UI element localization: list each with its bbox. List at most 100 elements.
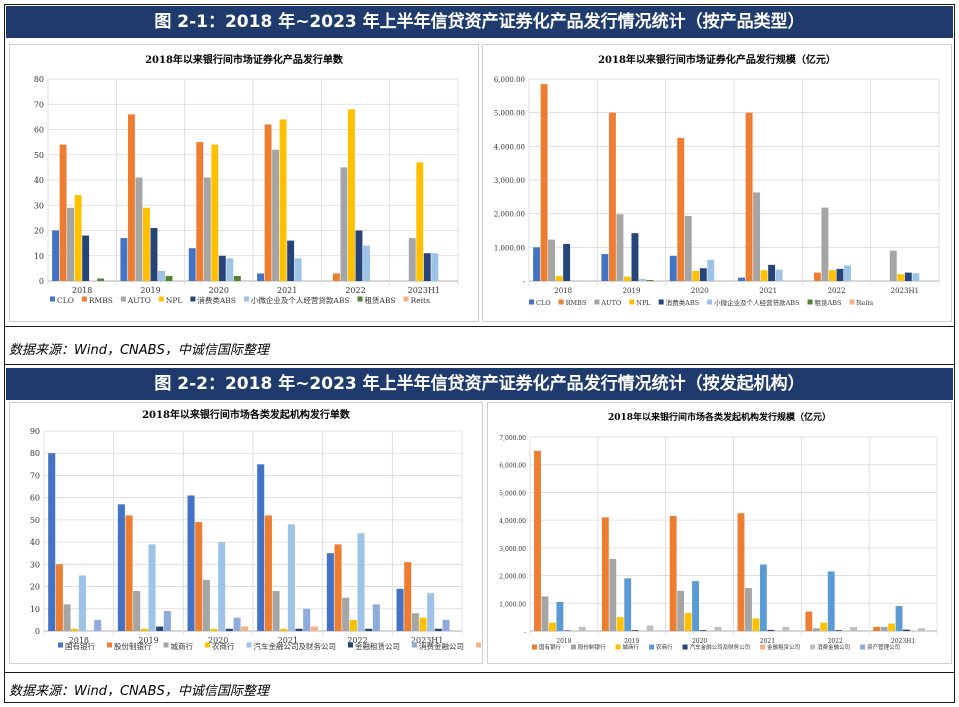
bar xyxy=(326,553,334,631)
legend-label: 金融租赁公司 xyxy=(767,643,800,651)
bar xyxy=(226,258,234,281)
legend-swatch xyxy=(58,642,63,648)
legend-swatch xyxy=(50,296,55,302)
bar xyxy=(287,240,295,281)
x-tick-label: 2021 xyxy=(760,638,775,645)
chart-title: 2018年以来银行间市场各类发起机构发行单数 xyxy=(142,408,351,421)
divider xyxy=(5,326,954,327)
legend-label: 消费金融公司 xyxy=(817,643,850,651)
bar xyxy=(738,277,746,281)
bar xyxy=(775,269,783,281)
bar xyxy=(646,625,654,631)
bar xyxy=(548,622,556,631)
legend-label: Reits xyxy=(856,299,873,307)
bar xyxy=(408,238,416,281)
bar xyxy=(150,227,158,281)
x-tick-label: 2022 xyxy=(828,638,843,645)
legend-label: 股份制银行 xyxy=(578,643,606,651)
bar xyxy=(880,626,888,631)
y-tick-label: 2,000.00 xyxy=(499,574,526,581)
bar xyxy=(601,517,609,631)
bar xyxy=(117,504,125,631)
bar xyxy=(202,579,210,631)
legend-label: AUTO xyxy=(127,296,151,305)
legend-swatch xyxy=(760,644,766,650)
bar xyxy=(844,265,851,281)
legend-label: 农商行 xyxy=(656,643,673,651)
bar xyxy=(767,629,775,631)
y-tick-label: 40 xyxy=(30,538,40,547)
bar xyxy=(623,276,631,281)
y-tick-label: 5,000.00 xyxy=(494,110,525,118)
x-tick-label: 2023H1 xyxy=(408,286,440,295)
bar xyxy=(646,279,654,281)
x-tick-label: 2019 xyxy=(623,287,641,295)
legend-swatch xyxy=(682,644,688,650)
bar xyxy=(52,230,60,281)
legend-label: 国有银行 xyxy=(65,641,95,651)
y-tick-label: 70 xyxy=(30,471,40,480)
bar xyxy=(334,544,342,631)
y-tick-label: 10 xyxy=(30,605,40,614)
bar xyxy=(148,544,156,631)
bar xyxy=(624,578,632,631)
bar xyxy=(195,522,203,631)
legend-label: 租赁ABS xyxy=(365,296,396,305)
bar xyxy=(67,207,75,281)
source-note-2: 数据来源：Wind，CNABS，中诚信国际整理 xyxy=(9,684,269,699)
bar xyxy=(233,617,241,631)
bar xyxy=(759,564,767,631)
bar xyxy=(821,207,829,281)
x-tick-label: 2018 xyxy=(554,287,572,295)
bar xyxy=(257,273,265,281)
chart-issuance-scale-by-originator: 2018年以来银行间市场各类发起机构发行规模（亿元） - 1,000.00 2,000… xyxy=(499,411,938,651)
y-tick-label: 20 xyxy=(34,227,44,236)
bar xyxy=(836,268,844,281)
legend-label: 消费类ABS xyxy=(666,298,699,307)
bar xyxy=(365,628,373,631)
legend-swatch xyxy=(403,296,409,302)
chart-title: 2018年以来银行间市场证券化产品发行规模（亿元） xyxy=(598,53,836,66)
y-tick-label: 6,000.00 xyxy=(494,76,525,84)
legend-label: 汽车金融公司及财务公司 xyxy=(690,643,751,651)
bar xyxy=(578,626,586,631)
y-tick-label: 6,000.00 xyxy=(499,463,526,470)
legend-label: CLO xyxy=(57,296,74,305)
legend-swatch xyxy=(412,642,417,648)
bar xyxy=(828,270,836,281)
bar xyxy=(631,233,639,281)
legend-label: 小微企业及个人经营贷款ABS xyxy=(251,295,350,305)
bar xyxy=(423,253,431,281)
bar xyxy=(187,495,195,631)
chart-title: 2018年以来银行间市场各类发起机构发行规模（亿元） xyxy=(608,411,831,423)
bar xyxy=(295,628,303,631)
chart-panel-issuance-count-by-type: 2018年以来银行间市场证券化产品发行单数 0 10 20 30 40 50 60 70 80 20… xyxy=(9,44,479,322)
legend-swatch xyxy=(571,644,577,650)
bar xyxy=(120,238,128,281)
legend-swatch xyxy=(532,644,537,650)
legend-swatch xyxy=(190,296,196,302)
y-tick-label: - xyxy=(524,629,526,636)
chart-panel-issuance-scale-by-originator: 2018年以来银行间市场各类发起机构发行规模（亿元） - 1,000.00 2,000… xyxy=(487,402,952,664)
legend-label: 股份制银行 xyxy=(114,641,152,651)
legend-swatch xyxy=(476,642,481,648)
y-tick-label: 5,000.00 xyxy=(499,490,526,497)
x-tick-label: 2020 xyxy=(209,286,229,295)
y-tick-label: 80 xyxy=(30,449,40,458)
y-tick-label: 30 xyxy=(30,560,40,569)
legend-label: Reits xyxy=(411,296,430,305)
legend-swatch xyxy=(529,299,534,305)
bar xyxy=(714,626,722,631)
bar xyxy=(163,611,171,631)
bar xyxy=(699,630,707,631)
bar xyxy=(601,254,609,281)
x-tick-label: 2021 xyxy=(759,287,777,295)
bar xyxy=(264,515,272,631)
legend-swatch xyxy=(594,299,600,305)
source-note-1: 数据来源：Wind，CNABS，中诚信国际整理 xyxy=(9,343,269,358)
bar xyxy=(196,142,204,281)
bar xyxy=(210,628,218,631)
bar xyxy=(74,195,82,281)
legend-swatch xyxy=(205,642,210,648)
legend-label: 国有银行 xyxy=(539,643,562,651)
